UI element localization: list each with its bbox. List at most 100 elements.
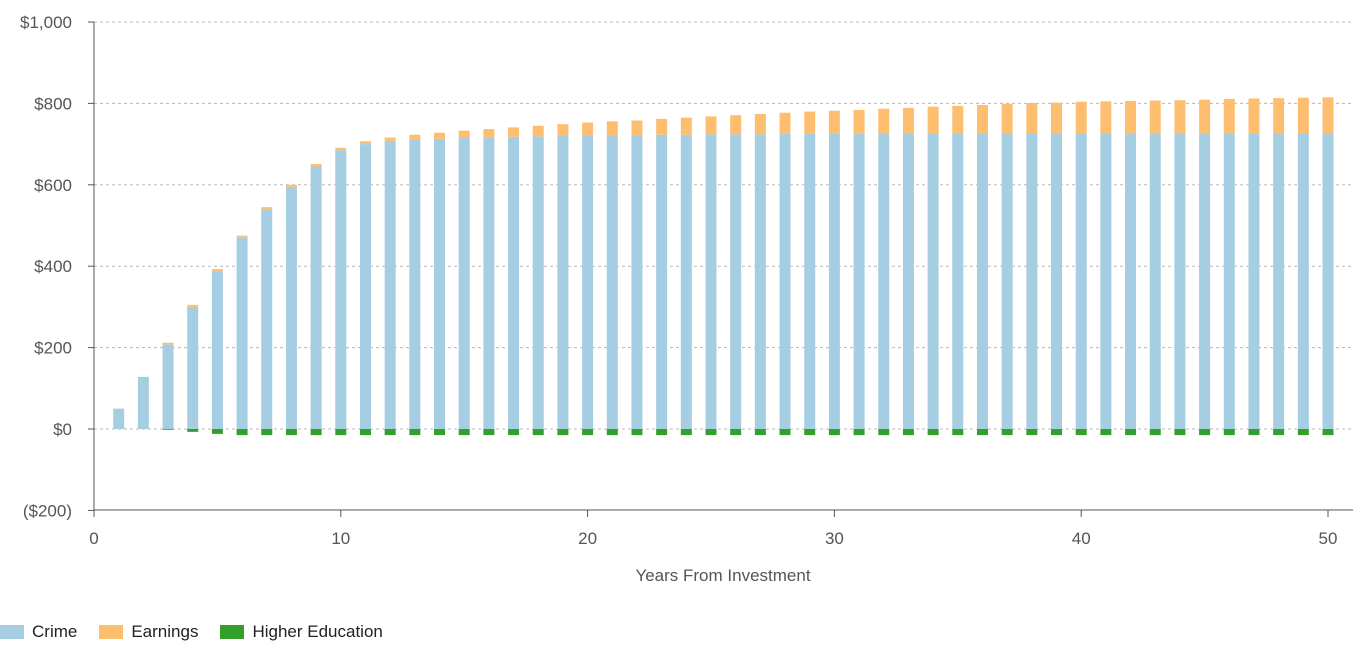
bar-crime xyxy=(261,209,273,429)
legend-item-earnings[interactable]: Earnings xyxy=(99,622,198,642)
bar-crime xyxy=(162,344,174,429)
bars xyxy=(113,97,1334,436)
legend-label-crime: Crime xyxy=(32,622,78,641)
bar-higher-education xyxy=(434,429,446,436)
bar-higher-education xyxy=(582,429,594,436)
bar-crime xyxy=(779,133,791,430)
bar-earnings xyxy=(359,141,371,145)
bar-crime xyxy=(927,133,939,429)
x-tick-label: 10 xyxy=(331,529,350,548)
bar-earnings xyxy=(532,125,544,137)
bar-earnings xyxy=(952,105,964,134)
bar-crime xyxy=(730,134,742,429)
bar-crime xyxy=(1125,133,1137,429)
bar-higher-education xyxy=(310,429,322,436)
bar-crime xyxy=(631,135,643,429)
bar-higher-education xyxy=(680,429,692,436)
bar-earnings xyxy=(582,122,594,136)
bar-higher-education xyxy=(1026,429,1038,436)
bar-crime xyxy=(680,134,692,429)
bar-earnings xyxy=(828,110,840,134)
bar-crime xyxy=(1001,133,1013,429)
bar-crime xyxy=(952,133,964,429)
bar-earnings xyxy=(335,147,347,151)
bar-higher-education xyxy=(656,429,668,436)
bar-crime xyxy=(1223,133,1235,429)
bar-higher-education xyxy=(335,429,347,436)
bar-higher-education xyxy=(1075,429,1087,436)
bar-higher-education xyxy=(878,429,890,436)
bar-crime xyxy=(1248,133,1260,429)
bar-earnings xyxy=(1174,100,1186,134)
bar-earnings xyxy=(606,121,618,136)
bar-higher-education xyxy=(162,429,174,430)
bar-earnings xyxy=(1001,103,1013,134)
bar-crime xyxy=(853,133,865,430)
bar-crime xyxy=(878,133,890,429)
bar-earnings xyxy=(1273,98,1285,134)
tick-labels: ($200) $0 $200 $400 $600 $800 $1,000 0 10 20 30 40 5… xyxy=(20,13,1337,548)
bar-higher-education xyxy=(409,429,421,436)
bar-earnings xyxy=(1075,101,1087,134)
x-axis-title: Years From Investment xyxy=(635,566,810,585)
bar-higher-education xyxy=(1199,429,1211,436)
x-tick-label: 20 xyxy=(578,529,597,548)
bar-crime xyxy=(137,376,149,429)
y-tick-label: $0 xyxy=(53,420,72,439)
bar-crime xyxy=(606,135,618,429)
bar-crime xyxy=(1174,133,1186,429)
bar-crime xyxy=(532,136,544,429)
bar-earnings xyxy=(434,132,446,139)
bar-earnings xyxy=(976,105,988,134)
gridlines xyxy=(94,21,1353,430)
bar-crime xyxy=(236,237,248,429)
bar-higher-education xyxy=(285,429,297,436)
legend-item-crime[interactable]: Crime xyxy=(0,622,77,642)
x-tick-label: 50 xyxy=(1319,529,1338,548)
bar-crime xyxy=(1149,133,1161,429)
bar-earnings xyxy=(483,129,495,138)
bar-crime xyxy=(828,133,840,430)
bar-crime xyxy=(1297,133,1309,429)
bar-crime xyxy=(804,133,816,430)
x-tick-label: 30 xyxy=(825,529,844,548)
bar-earnings xyxy=(162,342,174,345)
bar-higher-education xyxy=(804,429,816,436)
bar-higher-education xyxy=(1322,429,1334,436)
bar-higher-education xyxy=(384,429,396,436)
bar-crime xyxy=(113,408,125,429)
bar-crime xyxy=(1075,133,1087,429)
bar-crime xyxy=(1051,133,1063,429)
y-tick-label: $200 xyxy=(34,339,72,358)
bar-crime xyxy=(1273,133,1285,429)
bar-earnings xyxy=(1248,98,1260,134)
bar-earnings xyxy=(927,106,939,134)
y-tick-label: ($200) xyxy=(23,501,72,520)
bar-earnings xyxy=(656,118,668,135)
bar-crime xyxy=(310,166,322,430)
bar-higher-education xyxy=(754,429,766,436)
bar-crime xyxy=(483,137,495,429)
legend-item-higher-education[interactable]: Higher Education xyxy=(220,622,383,642)
y-tick-label: $1,000 xyxy=(20,13,72,32)
bar-earnings xyxy=(1100,101,1112,134)
bar-higher-education xyxy=(779,429,791,436)
bar-higher-education xyxy=(261,429,273,436)
bar-higher-education xyxy=(828,429,840,436)
bar-crime xyxy=(1322,133,1334,429)
bar-crime xyxy=(754,134,766,429)
bar-crime xyxy=(1026,133,1038,429)
bar-earnings xyxy=(384,137,396,141)
bar-crime xyxy=(285,186,297,429)
axes xyxy=(88,21,1353,517)
y-tick-label: $400 xyxy=(34,257,72,276)
bar-higher-education xyxy=(532,429,544,436)
bar-crime xyxy=(458,137,470,429)
bar-higher-education xyxy=(1125,429,1137,436)
bar-crime xyxy=(359,144,371,429)
bar-earnings xyxy=(878,108,890,134)
bar-crime xyxy=(384,140,396,429)
legend-swatch-earnings xyxy=(99,625,124,639)
bar-earnings xyxy=(1051,102,1063,134)
bar-earnings xyxy=(285,184,297,187)
